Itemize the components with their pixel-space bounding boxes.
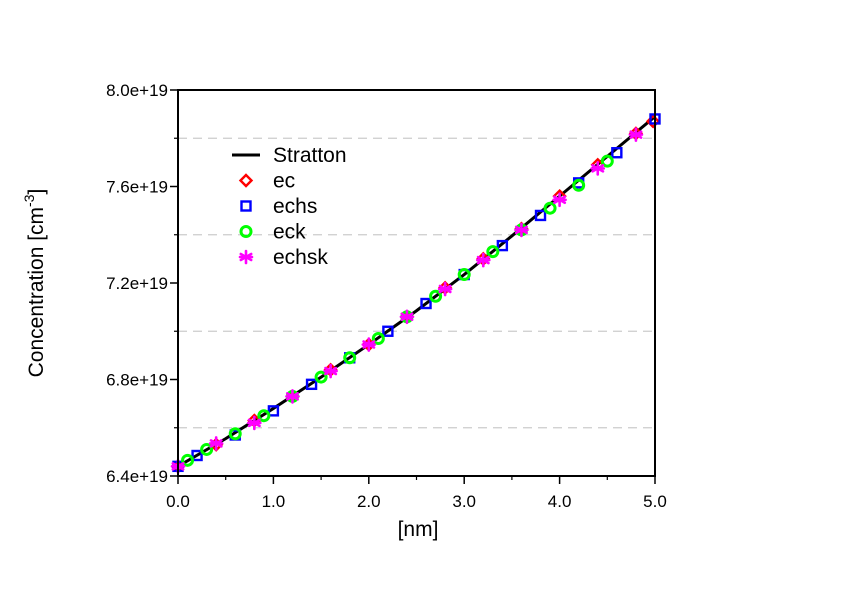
y-axis-label-main: Concentration [cm xyxy=(25,207,48,377)
data-point-eck xyxy=(181,453,195,467)
data-point-echs xyxy=(611,147,623,159)
data-point-echs xyxy=(267,405,280,417)
x-tick-label: 4.0 xyxy=(548,492,572,511)
series-line-stratton xyxy=(177,115,656,468)
x-tick-label: 3.0 xyxy=(452,492,476,511)
y-tick-label: 7.2e+19 xyxy=(106,274,168,293)
x-tick-label: 2.0 xyxy=(357,492,381,511)
svg-text:Concentration [cm-3]: Concentration [cm-3] xyxy=(21,189,48,378)
data-point-eck xyxy=(600,154,614,168)
y-tick-label: 8.0e+19 xyxy=(106,81,168,100)
data-point-echsk xyxy=(552,192,567,208)
legend-swatch xyxy=(238,249,254,265)
data-point-eck xyxy=(200,442,214,456)
data-point-echsk xyxy=(475,252,491,268)
data-point-echs xyxy=(191,449,203,462)
x-tick-label: 0.0 xyxy=(166,492,190,511)
series-echsk xyxy=(170,127,644,474)
y-tick-label: 6.8e+19 xyxy=(106,371,168,390)
data-point-echsk xyxy=(285,389,300,404)
y-axis-label-superscript: -3 xyxy=(21,194,37,207)
data-point-eck xyxy=(371,331,385,345)
legend-item-echsk: echsk xyxy=(238,246,328,269)
data-point-echsk xyxy=(628,127,644,142)
data-point-eck xyxy=(343,351,357,365)
axes xyxy=(170,89,656,484)
data-point-echsk xyxy=(514,222,529,238)
data-point-eck xyxy=(228,427,242,441)
y-tick-label: 6.4e+19 xyxy=(106,467,168,486)
legend-item-ec: ec xyxy=(238,170,295,193)
legend-label: eck xyxy=(273,221,306,244)
data-point-echs xyxy=(496,239,509,252)
legend-swatch xyxy=(240,200,252,212)
data-point-ec xyxy=(645,114,661,129)
y-tick-label: 7.6e+19 xyxy=(106,178,168,197)
data-point-eck xyxy=(314,370,328,384)
series-ec xyxy=(170,114,661,474)
grid-lines xyxy=(178,137,655,429)
data-point-eck xyxy=(572,178,586,192)
legend-label: ec xyxy=(273,170,295,193)
legend-label: echs xyxy=(273,195,317,218)
data-point-echs xyxy=(420,297,432,310)
data-point-echsk xyxy=(361,337,377,352)
tick-labels: 0.0 1.0 2.0 3.0 4.0 5.0 6.4e+19 6.8e+19 7.2e+19 7… xyxy=(106,81,667,511)
y-axis-label-close: ] xyxy=(25,189,48,195)
data-point-eck xyxy=(486,245,500,259)
legend-item-eck: eck xyxy=(239,221,306,244)
plot-series xyxy=(170,113,661,474)
data-point-echsk xyxy=(247,415,262,431)
data-point-eck xyxy=(543,201,557,215)
data-point-echs xyxy=(534,209,547,222)
x-tick-label: 1.0 xyxy=(262,492,286,511)
x-axis-label: [nm] xyxy=(398,518,439,541)
legend-swatch xyxy=(238,173,254,188)
legend-label: Stratton xyxy=(273,144,347,167)
data-point-echs xyxy=(305,378,318,391)
data-point-echs xyxy=(382,325,394,337)
data-point-echsk xyxy=(323,363,338,379)
x-tick-label: 5.0 xyxy=(643,492,667,511)
series-echs xyxy=(172,113,661,473)
legend-label: echsk xyxy=(273,246,328,269)
data-point-echsk xyxy=(399,309,415,325)
data-point-eck xyxy=(457,268,471,282)
data-point-eck xyxy=(257,409,271,423)
data-point-echsk xyxy=(208,436,224,451)
y-axis-label: Concentration [cm-3] xyxy=(21,189,48,378)
data-point-echsk xyxy=(590,161,606,176)
legend-item-stratton: Stratton xyxy=(232,144,347,167)
data-point-echsk xyxy=(437,281,453,297)
legend-swatch xyxy=(239,225,253,238)
legend-item-echs: echs xyxy=(240,195,317,218)
data-point-eck xyxy=(429,289,443,303)
